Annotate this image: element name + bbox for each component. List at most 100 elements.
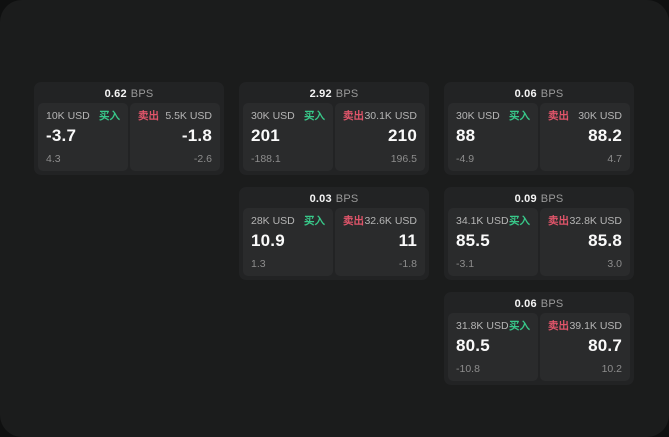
quote-card[interactable]: 0.62 BPS 10K USD 买入 -3.7 4.3 卖出 5.5K USD … (34, 82, 224, 175)
bps-header: 0.09 BPS (448, 191, 630, 208)
quote-card[interactable]: 0.06 BPS 30K USD 买入 88 -4.9 卖出 30K USD 88… (444, 82, 634, 175)
buy-panel-top: 34.1K USD 买入 (456, 215, 530, 228)
quote-card[interactable]: 0.03 BPS 28K USD 买入 10.9 1.3 卖出 32.6K USD… (239, 187, 429, 280)
quote-card[interactable]: 0.09 BPS 34.1K USD 买入 85.5 -3.1 卖出 32.8K … (444, 187, 634, 280)
sell-price: 85.8 (588, 231, 622, 250)
buy-side-label: 买入 (99, 110, 120, 122)
buy-amount: 30K USD (456, 110, 500, 122)
buy-panel[interactable]: 10K USD 买入 -3.7 4.3 (38, 103, 128, 171)
buy-panel-top: 30K USD 买入 (251, 110, 325, 123)
bps-value: 0.06 (514, 298, 537, 310)
sell-panel[interactable]: 卖出 32.8K USD 85.8 3.0 (540, 208, 630, 276)
sell-side-label: 卖出 (138, 110, 159, 122)
sell-delta: 4.7 (607, 153, 622, 165)
sell-amount: 30.1K USD (364, 110, 417, 122)
sell-price: 80.7 (588, 336, 622, 355)
buy-delta: -3.1 (456, 258, 475, 270)
quote-card-body: 31.8K USD 买入 80.5 -10.8 卖出 39.1K USD 80.… (448, 313, 630, 381)
buy-price: 88 (456, 126, 476, 145)
bps-unit-label: BPS (540, 298, 564, 310)
sell-amount: 39.1K USD (569, 320, 622, 332)
bps-header: 0.62 BPS (38, 86, 220, 103)
sell-panel[interactable]: 卖出 39.1K USD 80.7 10.2 (540, 313, 630, 381)
buy-price: 201 (251, 126, 280, 145)
bps-unit-label: BPS (540, 193, 564, 205)
sell-price: 11 (398, 231, 417, 250)
buy-side-label: 买入 (509, 110, 530, 122)
sell-side-label: 卖出 (548, 320, 569, 332)
sell-amount: 30K USD (578, 110, 622, 122)
sell-side-label: 卖出 (548, 110, 569, 122)
buy-panel-top: 28K USD 买入 (251, 215, 325, 228)
buy-delta: -4.9 (456, 153, 475, 165)
bps-unit-label: BPS (335, 88, 359, 100)
buy-price: -3.7 (46, 126, 77, 145)
sell-price: -1.8 (181, 126, 212, 145)
bps-value: 0.62 (104, 88, 127, 100)
buy-side-label: 买入 (304, 215, 325, 227)
sell-panel-top: 卖出 5.5K USD (138, 110, 212, 123)
quote-card-body: 28K USD 买入 10.9 1.3 卖出 32.6K USD 11 -1.8 (243, 208, 425, 276)
buy-panel-top: 10K USD 买入 (46, 110, 120, 123)
bps-unit-label: BPS (130, 88, 154, 100)
sell-amount: 5.5K USD (165, 110, 212, 122)
quote-card-body: 30K USD 买入 88 -4.9 卖出 30K USD 88.2 4.7 (448, 103, 630, 171)
buy-panel-top: 30K USD 买入 (456, 110, 530, 123)
buy-side-label: 买入 (509, 215, 530, 227)
sell-panel[interactable]: 卖出 30.1K USD 210 196.5 (335, 103, 425, 171)
quote-card[interactable]: 0.06 BPS 31.8K USD 买入 80.5 -10.8 卖出 39.1K… (444, 292, 634, 385)
bps-header: 0.03 BPS (243, 191, 425, 208)
sell-delta: -1.8 (398, 258, 417, 270)
bps-header: 0.06 BPS (448, 296, 630, 313)
buy-amount: 34.1K USD (456, 215, 509, 227)
buy-panel[interactable]: 28K USD 买入 10.9 1.3 (243, 208, 333, 276)
bps-unit-label: BPS (335, 193, 359, 205)
quote-card[interactable]: 2.92 BPS 30K USD 买入 201 -188.1 卖出 30.1K U… (239, 82, 429, 175)
bps-value: 0.03 (309, 193, 332, 205)
buy-amount: 28K USD (251, 215, 295, 227)
buy-side-label: 买入 (304, 110, 325, 122)
sell-delta: 196.5 (390, 153, 417, 165)
sell-panel[interactable]: 卖出 5.5K USD -1.8 -2.6 (130, 103, 220, 171)
sell-panel[interactable]: 卖出 30K USD 88.2 4.7 (540, 103, 630, 171)
sell-panel-top: 卖出 30K USD (548, 110, 622, 123)
sell-panel-top: 卖出 32.6K USD (343, 215, 417, 228)
sell-side-label: 卖出 (548, 215, 569, 227)
sell-price: 88.2 (588, 126, 622, 145)
sell-amount: 32.8K USD (569, 215, 622, 227)
sell-panel-top: 卖出 39.1K USD (548, 320, 622, 333)
bps-value: 0.09 (514, 193, 537, 205)
buy-amount: 10K USD (46, 110, 90, 122)
bps-header: 2.92 BPS (243, 86, 425, 103)
sell-delta: 3.0 (607, 258, 622, 270)
quote-card-body: 34.1K USD 买入 85.5 -3.1 卖出 32.8K USD 85.8… (448, 208, 630, 276)
sell-amount: 32.6K USD (364, 215, 417, 227)
buy-price: 85.5 (456, 231, 490, 250)
buy-delta: 4.3 (46, 153, 61, 165)
sell-side-label: 卖出 (343, 215, 364, 227)
buy-panel-top: 31.8K USD 买入 (456, 320, 530, 333)
sell-delta: -2.6 (193, 153, 212, 165)
buy-amount: 30K USD (251, 110, 295, 122)
buy-delta: 1.3 (251, 258, 266, 270)
sell-panel-top: 卖出 32.8K USD (548, 215, 622, 228)
buy-panel[interactable]: 34.1K USD 买入 85.5 -3.1 (448, 208, 538, 276)
sell-side-label: 卖出 (343, 110, 364, 122)
bps-value: 2.92 (309, 88, 332, 100)
buy-delta: -188.1 (251, 153, 281, 165)
buy-side-label: 买入 (509, 320, 530, 332)
buy-panel[interactable]: 30K USD 买入 88 -4.9 (448, 103, 538, 171)
bps-header: 0.06 BPS (448, 86, 630, 103)
sell-price: 210 (388, 126, 417, 145)
sell-panel-top: 卖出 30.1K USD (343, 110, 417, 123)
bps-value: 0.06 (514, 88, 537, 100)
buy-price: 10.9 (251, 231, 285, 250)
buy-panel[interactable]: 30K USD 买入 201 -188.1 (243, 103, 333, 171)
quote-card-body: 30K USD 买入 201 -188.1 卖出 30.1K USD 210 1… (243, 103, 425, 171)
sell-panel[interactable]: 卖出 32.6K USD 11 -1.8 (335, 208, 425, 276)
quote-card-body: 10K USD 买入 -3.7 4.3 卖出 5.5K USD -1.8 -2.… (38, 103, 220, 171)
buy-price: 80.5 (456, 336, 490, 355)
buy-amount: 31.8K USD (456, 320, 509, 332)
buy-panel[interactable]: 31.8K USD 买入 80.5 -10.8 (448, 313, 538, 381)
